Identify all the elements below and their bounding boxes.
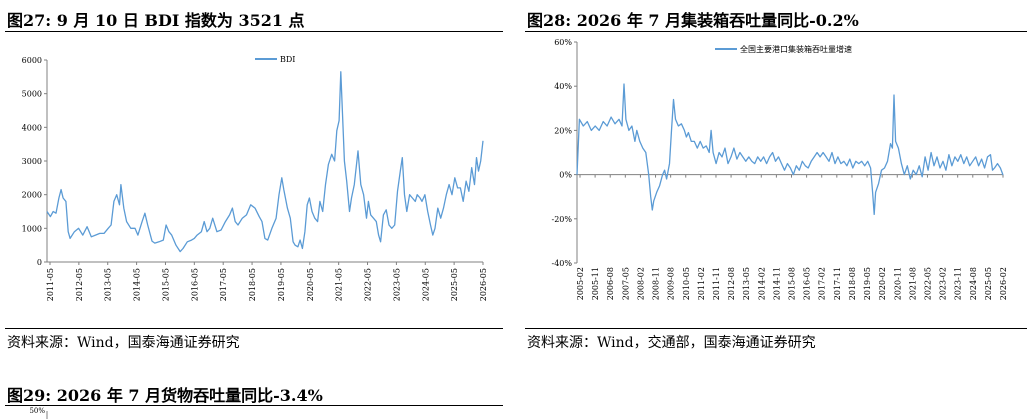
- container-series-line: [576, 83, 1004, 216]
- container-x-tick-label: 2013-05: [742, 267, 751, 300]
- bdi-legend-label: BDI: [280, 55, 295, 64]
- bdi-chart: 0 1000 2000 3000 4000 5000 6000 2011-05 2012-05 2…: [22, 55, 488, 301]
- bdi-x-tick-label: 2012-05: [75, 268, 84, 301]
- bdi-x-tick-label: 2013-05: [104, 268, 113, 301]
- figure-28-source-rule: [525, 328, 1027, 329]
- bdi-x-tick-label: 2018-05: [248, 268, 257, 301]
- bdi-x-tick-label: 2014-05: [133, 268, 142, 301]
- container-x-tick-label: 2012-08: [727, 267, 736, 300]
- container-x-tick-label: 2025-05: [984, 267, 993, 300]
- bdi-x-tick-label: 2016-05: [190, 268, 199, 301]
- container-x-tick-label: 2011-11: [712, 267, 721, 300]
- cargo-y-tick-label: 50%: [29, 407, 45, 415]
- container-x-tick-label: 2010-05: [682, 267, 691, 300]
- figure-27-source: 资料来源：Wind，国泰海通证券研究: [7, 335, 240, 351]
- bdi-y-tick-label: 3000: [22, 157, 42, 166]
- container-x-tick-label: 2023-02: [939, 267, 948, 300]
- container-x-tick-label: 2008-11: [652, 267, 661, 300]
- container-x-tick-label: 2026-02: [999, 267, 1008, 300]
- container-y-tick-label: 0%: [559, 171, 572, 180]
- container-x-tick-label: 2020-02: [878, 267, 887, 300]
- bdi-x-tick-label: 2022-05: [364, 268, 373, 301]
- bdi-y-tick-label: 6000: [22, 56, 42, 65]
- container-y-tick-label: 60%: [554, 38, 572, 47]
- bdi-y-tick-label: 1000: [22, 224, 42, 233]
- container-x-tick-label: 2020-11: [893, 267, 902, 300]
- container-x-tick-label: 2014-02: [757, 267, 766, 300]
- container-y-tick-label: 40%: [554, 82, 572, 91]
- container-x-tick-label: 2016-05: [803, 267, 812, 300]
- container-legend-label: 全国主要港口集装箱吞吐量增速: [740, 44, 852, 54]
- bdi-x-tick-label: 2025-05: [450, 268, 459, 301]
- container-x-tick-label: 2024-08: [969, 267, 978, 300]
- bdi-x-tick-label: 2020-05: [306, 268, 315, 301]
- container-x-tick-label: 2017-11: [833, 267, 842, 300]
- bdi-x-tick-label: 2026-05: [479, 268, 488, 301]
- figure-27-source-rule: [5, 328, 503, 329]
- bdi-x-tick-label: 2015-05: [161, 268, 170, 301]
- container-y-tick-label: -40%: [552, 259, 573, 268]
- bdi-x-tick-label: 2024-05: [421, 268, 430, 301]
- container-x-tick-label: 2018-08: [848, 267, 857, 300]
- figure-28-title-rule: [525, 31, 1027, 32]
- container-y-tick-label: 20%: [554, 126, 572, 135]
- container-throughput-chart: -40% -20% 0% 20% 40% 60% 2005-02 2005-11 2006-08…: [552, 38, 1008, 300]
- bdi-y-tick-label: 0: [37, 258, 42, 267]
- container-x-tick-label: 2005-02: [576, 267, 585, 300]
- bdi-y-tick-label: 2000: [22, 191, 42, 200]
- container-x-tick-label: 2014-11: [772, 267, 781, 300]
- bdi-series-line: [46, 71, 484, 253]
- bdi-x-tick-label: 2023-05: [392, 268, 401, 301]
- container-x-tick-label: 2022-05: [923, 267, 932, 300]
- container-x-tick-label: 2009-08: [667, 267, 676, 300]
- bdi-x-tick-label: 2019-05: [277, 268, 286, 301]
- bdi-y-tick-label: 4000: [22, 123, 42, 132]
- bdi-y-tick-label: 5000: [22, 90, 42, 99]
- container-x-tick-label: 2005-11: [591, 267, 600, 300]
- container-x-tick-label: 2017-02: [818, 267, 827, 300]
- figure-27-title: 图27: 9 月 10 日 BDI 指数为 3521 点: [7, 11, 305, 30]
- container-x-tick-label: 2008-02: [636, 267, 645, 300]
- container-x-tick-label: 2015-08: [788, 267, 797, 300]
- cargo-throughput-chart: 50%: [29, 407, 48, 419]
- container-x-tick-label: 2023-11: [954, 267, 963, 300]
- figure-27-title-rule: [5, 31, 503, 32]
- container-y-tick-label: -20%: [552, 215, 573, 224]
- figure-28-title: 图28: 2026 年 7 月集装箱吞吐量同比-0.2%: [527, 11, 859, 30]
- figure-29-title: 图29: 2026 年 7 月货物吞吐量同比-3.4%: [7, 386, 323, 405]
- bdi-x-tick-label: 2017-05: [219, 268, 228, 301]
- bdi-x-tick-label: 2021-05: [335, 268, 344, 301]
- bdi-x-tick-label: 2011-05: [46, 268, 55, 301]
- container-x-tick-label: 2006-08: [606, 267, 615, 300]
- container-x-tick-label: 2021-08: [908, 267, 917, 300]
- container-x-tick-label: 2007-05: [621, 267, 630, 300]
- figure-29-title-rule: [5, 405, 503, 406]
- container-x-tick-label: 2011-02: [697, 267, 706, 300]
- container-x-tick-label: 2019-05: [863, 267, 872, 300]
- figure-28-source: 资料来源：Wind，交通部，国泰海通证券研究: [527, 335, 816, 351]
